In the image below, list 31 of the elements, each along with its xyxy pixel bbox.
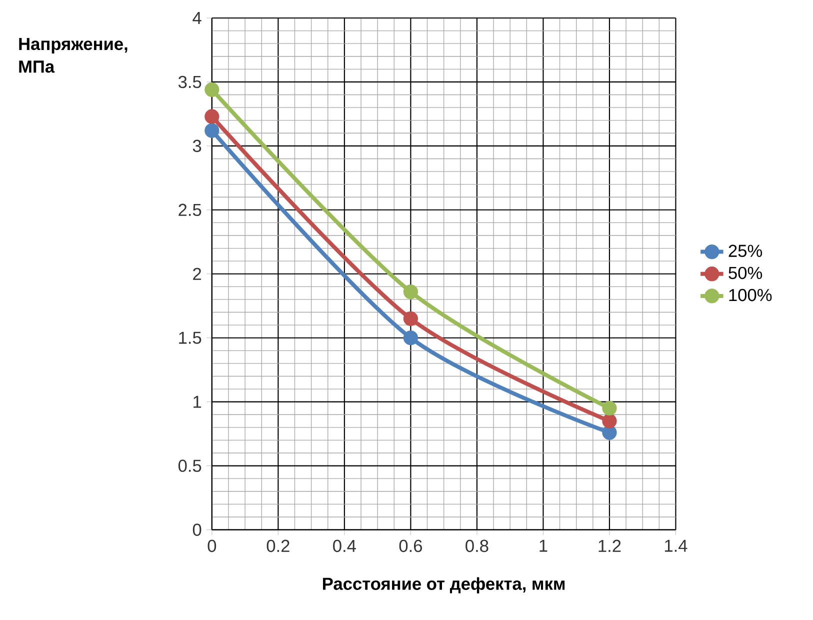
x-tick-label: 0.4 [333,540,356,552]
y-tick-label: 0 [192,524,202,536]
x-tick-label: 1 [540,540,548,552]
y-tick-label: 2.5 [178,204,202,216]
legend-label: 100% [729,289,772,302]
y-tick-label: 3 [192,140,202,152]
point [204,123,220,138]
y-tick-label: 4 [192,12,202,24]
x-tick-label: 1.2 [598,540,621,552]
y-tick-label: 1.5 [179,332,202,344]
legend-label: 25% [728,244,762,258]
y-axis-title: Напряжение, МПа [19,38,128,73]
point [602,414,617,428]
y-tick-label: 2 [193,268,201,280]
point [204,109,220,124]
x-tick-label: 0.6 [399,540,422,552]
x-tick-label: 1.4 [665,540,688,552]
x-tick-label: 0.8 [466,540,488,552]
x-tick-label: 0.2 [266,540,290,552]
legend-label: 50% [728,266,762,280]
point [403,330,418,346]
point [204,82,220,98]
y-tick-label: 3.5 [178,76,202,88]
x-axis-title: Расстояние от дефекта, мкм [323,577,565,594]
y-tick-label: 0.5 [178,460,202,472]
point [602,401,617,416]
point [602,425,617,440]
point [403,311,418,326]
y-tick-label: 1 [194,396,202,408]
point [403,284,418,300]
x-tick-label: 0 [208,540,216,552]
